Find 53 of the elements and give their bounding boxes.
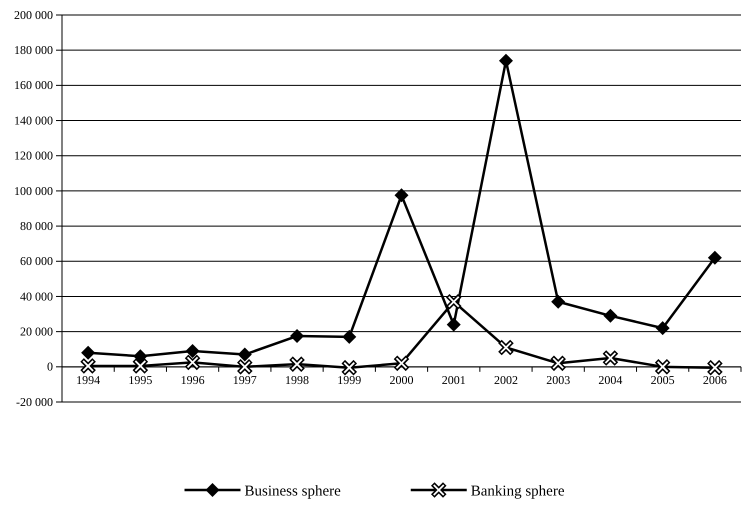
point	[654, 358, 672, 376]
x-tick-label: 2006	[702, 373, 727, 388]
x-tick-label: 2005	[650, 373, 675, 388]
point	[288, 356, 306, 373]
point	[236, 358, 254, 376]
point	[393, 354, 410, 372]
x-tick-label: 2002	[494, 373, 518, 388]
point	[656, 321, 670, 336]
point	[497, 338, 514, 356]
point	[132, 357, 149, 374]
x-tick-label: 1998	[285, 373, 310, 388]
x-tick-label: 1994	[76, 373, 100, 388]
point	[80, 357, 97, 374]
point	[238, 348, 252, 362]
point	[603, 308, 618, 323]
y-tick-label: 180 000	[14, 43, 53, 58]
point	[708, 250, 722, 265]
y-tick-label: 120 000	[14, 148, 53, 163]
y-tick-label: 40 000	[20, 289, 53, 304]
x-tick-label: 1996	[180, 373, 205, 388]
point	[184, 354, 202, 371]
y-tick-label: 160 000	[14, 78, 53, 92]
point	[186, 344, 200, 358]
point	[445, 293, 462, 310]
y-tick-label: 0	[47, 360, 53, 374]
x-tick-label: 2003	[546, 373, 570, 388]
point	[394, 188, 408, 202]
point	[602, 350, 619, 367]
y-tick-label: -20 000	[16, 394, 53, 409]
point	[133, 349, 148, 364]
y-tick-label: 20 000	[20, 324, 53, 338]
y-tick-label: 60 000	[20, 254, 53, 268]
y-tick-label: 200 000	[14, 8, 53, 22]
y-tick-label: 100 000	[14, 184, 53, 198]
point	[551, 294, 566, 309]
point	[498, 54, 513, 68]
x-tick-label: 1999	[337, 373, 362, 388]
y-tick-label: 140 000	[14, 113, 53, 128]
point	[550, 354, 567, 372]
x-tick-label: 1995	[128, 373, 152, 388]
legend-label: Banking sphere	[470, 483, 565, 500]
point	[446, 318, 461, 332]
legend-label: Business sphere	[244, 483, 342, 500]
x-tick-label: 1997	[232, 373, 257, 388]
y-tick-label: 80 000	[20, 218, 53, 233]
x-tick-label: 2000	[390, 373, 414, 388]
x-tick-label: 2004	[598, 373, 622, 388]
point	[342, 330, 356, 344]
point	[290, 329, 304, 344]
point	[340, 359, 358, 376]
x-tick-label: 2001	[442, 373, 466, 388]
point	[81, 346, 96, 360]
point	[706, 359, 724, 376]
